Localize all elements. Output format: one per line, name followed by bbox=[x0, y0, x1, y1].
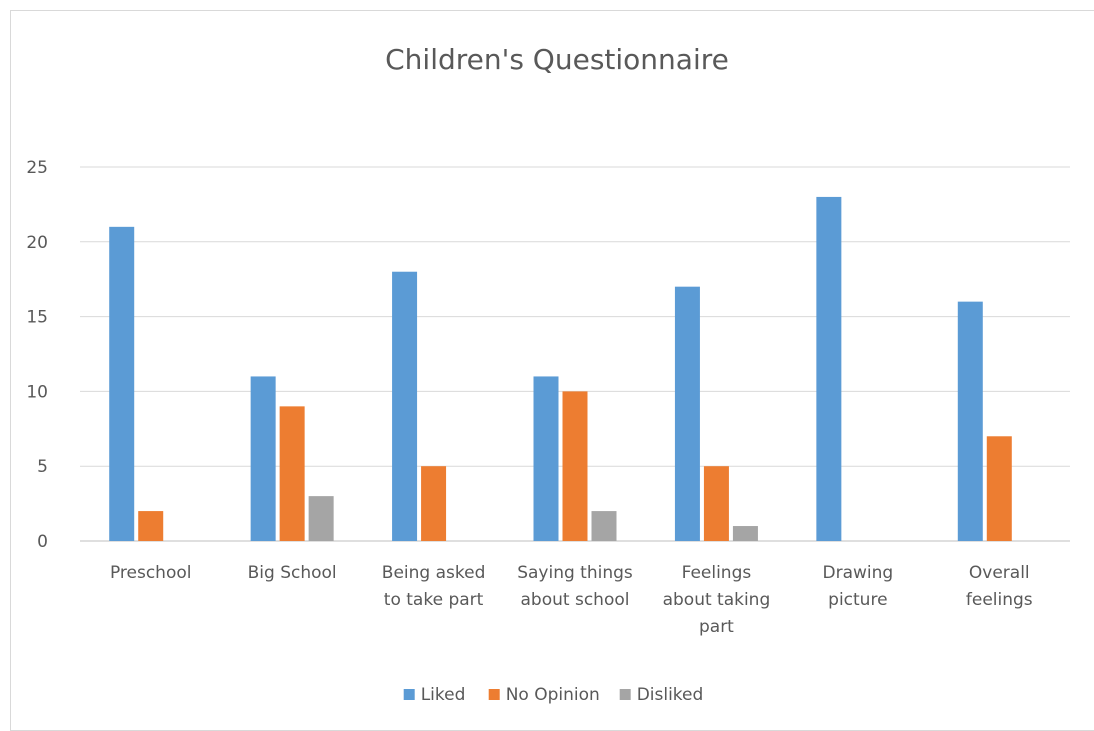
bar-no-opinion bbox=[138, 511, 164, 541]
x-category-label: Preschool bbox=[110, 563, 192, 583]
bar-liked bbox=[957, 301, 983, 541]
legend-label: Liked bbox=[421, 685, 466, 705]
chart-area bbox=[10, 10, 1094, 731]
y-tick-label: 15 bbox=[26, 308, 48, 328]
legend-item: Liked bbox=[403, 685, 466, 705]
bar-liked bbox=[674, 286, 700, 541]
y-tick-label: 20 bbox=[26, 233, 48, 253]
legend-swatch bbox=[403, 689, 415, 700]
legend-label: No Opinion bbox=[506, 685, 600, 705]
x-category-label: Drawing picture bbox=[823, 563, 894, 610]
bar-liked bbox=[816, 196, 842, 542]
bar-no-opinion bbox=[703, 466, 729, 541]
y-tick-label: 10 bbox=[26, 382, 48, 402]
bar-liked bbox=[250, 376, 276, 541]
bar-liked bbox=[109, 226, 135, 541]
x-category-label: Feelings about taking part bbox=[663, 563, 771, 637]
bar-disliked bbox=[308, 496, 334, 541]
y-tick-label: 25 bbox=[26, 158, 48, 178]
bar-liked bbox=[533, 376, 559, 541]
legend-item: Disliked bbox=[619, 685, 704, 705]
bar-no-opinion bbox=[562, 391, 588, 541]
legend: Liked No Opinion Disliked bbox=[403, 685, 704, 705]
x-category-label: Saying things about school bbox=[517, 563, 633, 610]
y-axis-ticks: 0 5 10 15 20 25 bbox=[26, 158, 48, 552]
chart-title: Children's Questionnaire bbox=[385, 43, 729, 76]
x-category-label: Being asked to take part bbox=[382, 563, 486, 610]
bar-no-opinion bbox=[279, 406, 305, 541]
bars bbox=[109, 196, 1012, 542]
bar-disliked bbox=[732, 526, 758, 541]
y-tick-label: 5 bbox=[37, 457, 48, 477]
bar-no-opinion bbox=[421, 466, 447, 541]
legend-swatch bbox=[488, 689, 500, 700]
x-axis-categories: Preschool Big School Being asked to take pa… bbox=[110, 563, 1033, 637]
legend-item: No Opinion bbox=[488, 685, 600, 705]
y-tick-label: 0 bbox=[37, 532, 48, 552]
x-category-label: Big School bbox=[248, 563, 337, 583]
legend-swatch bbox=[619, 689, 631, 700]
bar-no-opinion bbox=[986, 436, 1012, 541]
bar-disliked bbox=[591, 511, 617, 541]
x-category-label: Overall feelings bbox=[966, 563, 1033, 610]
bar-liked bbox=[392, 271, 418, 541]
legend-label: Disliked bbox=[637, 685, 704, 705]
